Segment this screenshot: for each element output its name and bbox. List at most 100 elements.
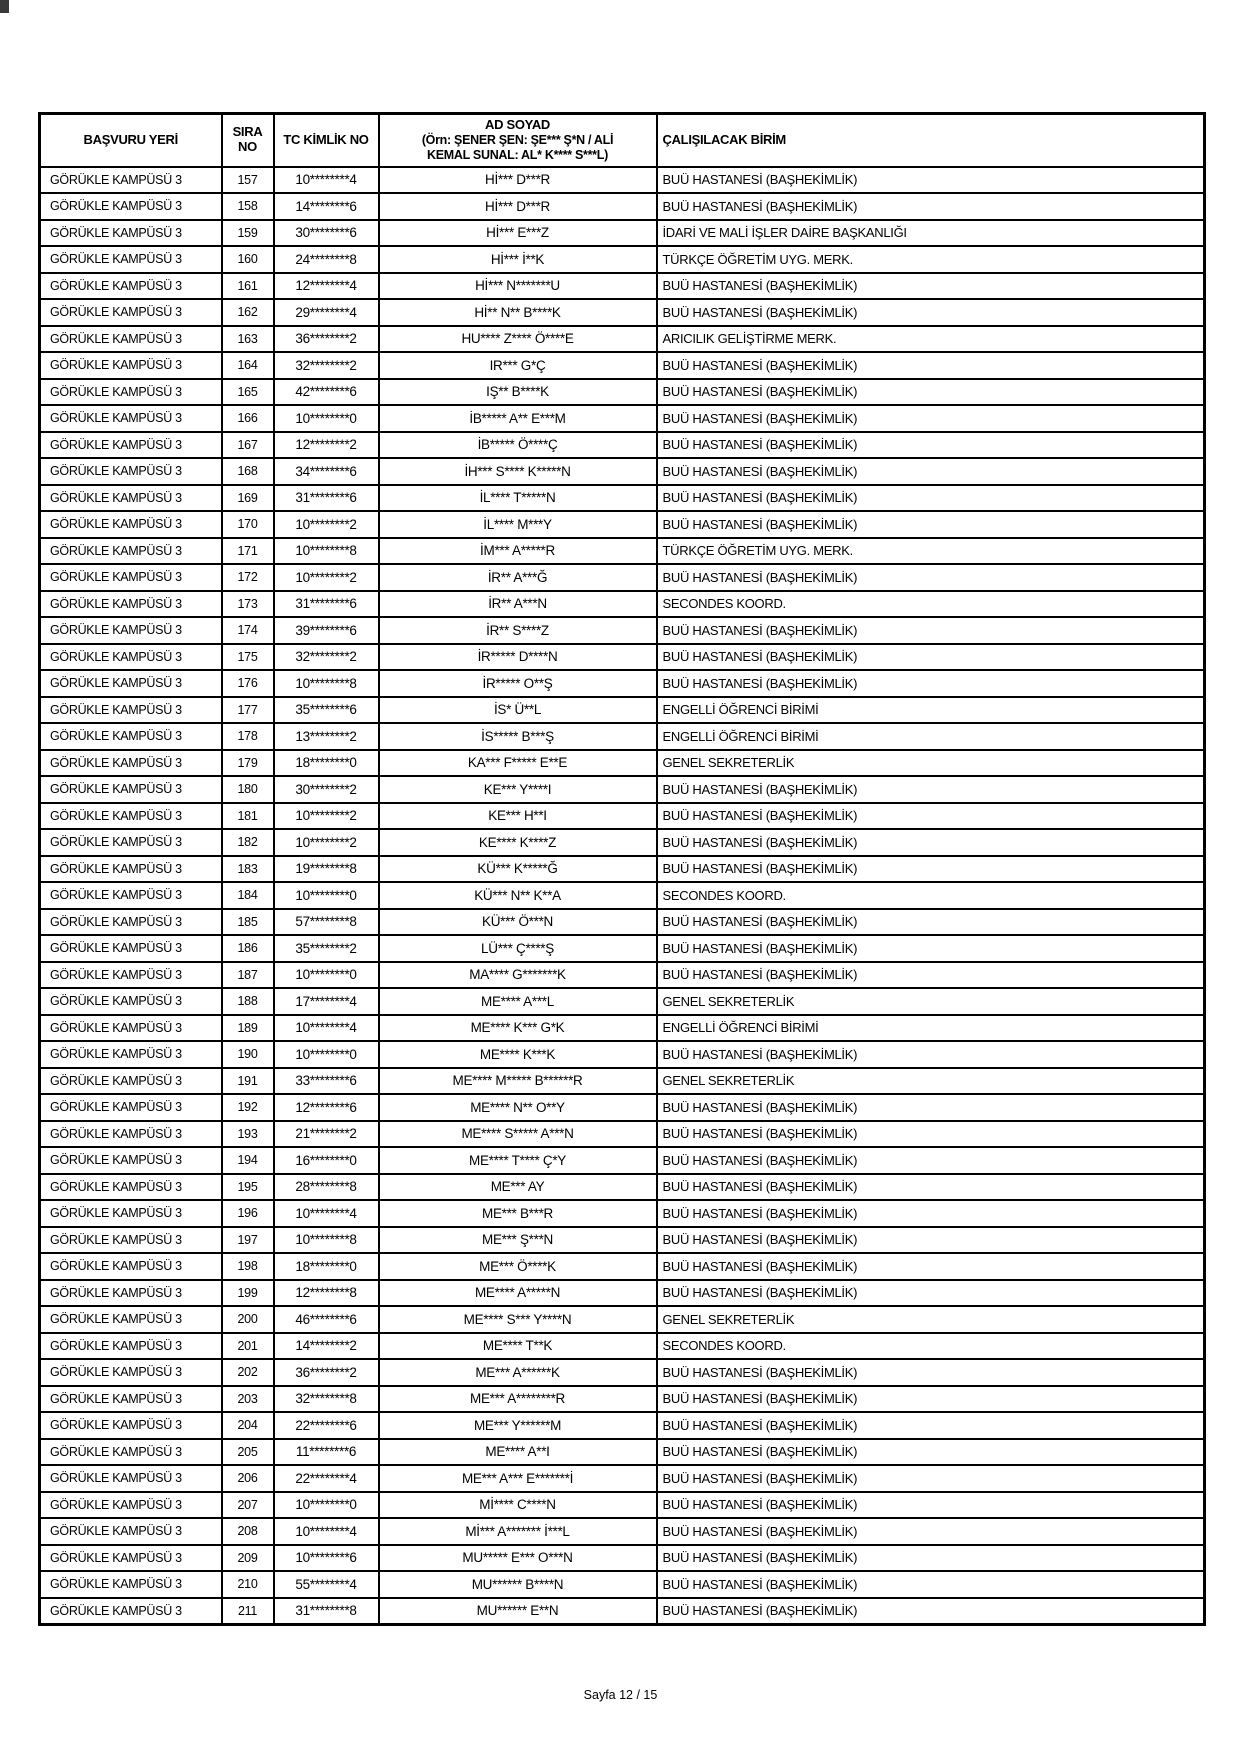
cell-tc-kimlik-no: 42********6 (272, 377, 380, 406)
cell-calisilacak-birim: BUÜ HASTANESİ (BAŞHEKİMLİK) (655, 669, 1206, 698)
cell-sira-no: 175 (220, 642, 275, 671)
cell-tc-kimlik-no: 12********6 (272, 1093, 380, 1122)
cell-basvuru-yeri: GÖRÜKLE KAMPÜSÜ 3 (38, 907, 223, 936)
cell-ad-soyad: HU**** Z**** Ö****E (377, 324, 658, 353)
cell-ad-soyad: ME**** S***** A***N (377, 1119, 658, 1148)
table-row: GÖRÜKLE KAMPÜSÜ 3 187 10********0 MA**** G*… (38, 960, 1206, 989)
cell-basvuru-yeri: GÖRÜKLE KAMPÜSÜ 3 (38, 430, 223, 459)
cell-sira-no: 173 (220, 589, 275, 618)
cell-basvuru-yeri: GÖRÜKLE KAMPÜSÜ 3 (38, 801, 223, 830)
cell-tc-kimlik-no: 31********6 (272, 589, 380, 618)
cell-sira-no: 195 (220, 1172, 275, 1201)
cell-tc-kimlik-no: 32********8 (272, 1384, 380, 1413)
cell-tc-kimlik-no: 32********2 (272, 642, 380, 671)
cell-tc-kimlik-no: 10********8 (272, 669, 380, 698)
cell-ad-soyad: İR***** O**Ş (377, 669, 658, 698)
cell-basvuru-yeri: GÖRÜKLE KAMPÜSÜ 3 (38, 351, 223, 380)
cell-calisilacak-birim: BUÜ HASTANESİ (BAŞHEKİMLİK) (655, 775, 1206, 804)
cell-ad-soyad: ME*** B***R (377, 1199, 658, 1228)
cell-sira-no: 184 (220, 881, 275, 910)
cell-sira-no: 171 (220, 536, 275, 565)
cell-sira-no: 185 (220, 907, 275, 936)
cell-tc-kimlik-no: 10********0 (272, 1490, 380, 1519)
cell-calisilacak-birim: BUÜ HASTANESİ (BAŞHEKİMLİK) (655, 1596, 1206, 1625)
cell-tc-kimlik-no: 10********4 (272, 1517, 380, 1546)
table-row: GÖRÜKLE KAMPÜSÜ 3 160 24********8 Hİ*** İ**… (38, 245, 1206, 274)
cell-sira-no: 211 (220, 1596, 275, 1625)
cell-calisilacak-birim: ENGELLİ ÖĞRENCİ BİRİMİ (655, 722, 1206, 751)
cell-ad-soyad: Hİ*** E***Z (377, 218, 658, 247)
cell-ad-soyad: MU****** B****N (377, 1570, 658, 1599)
cell-sira-no: 182 (220, 828, 275, 857)
cell-tc-kimlik-no: 31********8 (272, 1596, 380, 1625)
cell-ad-soyad: KE*** H**I (377, 801, 658, 830)
cell-calisilacak-birim: ARICILIK GELİŞTİRME MERK. (655, 324, 1206, 353)
cell-ad-soyad: ME**** N** O**Y (377, 1093, 658, 1122)
cell-calisilacak-birim: BUÜ HASTANESİ (BAŞHEKİMLİK) (655, 1225, 1206, 1254)
cell-ad-soyad: İL**** T*****N (377, 483, 658, 512)
cell-calisilacak-birim: TÜRKÇE ÖĞRETİM UYG. MERK. (655, 536, 1206, 565)
cell-ad-soyad: ME**** T**K (377, 1331, 658, 1360)
table-row: GÖRÜKLE KAMPÜSÜ 3 169 31********6 İL**** T*… (38, 483, 1206, 512)
cell-tc-kimlik-no: 10********2 (272, 563, 380, 592)
cell-calisilacak-birim: BUÜ HASTANESİ (BAŞHEKİMLİK) (655, 510, 1206, 539)
cell-calisilacak-birim: BUÜ HASTANESİ (BAŞHEKİMLİK) (655, 1199, 1206, 1228)
table-row: GÖRÜKLE KAMPÜSÜ 3 203 32********8 ME*** A**… (38, 1384, 1206, 1413)
cell-tc-kimlik-no: 21********2 (272, 1119, 380, 1148)
cell-basvuru-yeri: GÖRÜKLE KAMPÜSÜ 3 (38, 218, 223, 247)
table-row: GÖRÜKLE KAMPÜSÜ 3 179 18********0 KA*** F**… (38, 748, 1206, 777)
table-row: GÖRÜKLE KAMPÜSÜ 3 180 30********2 KE*** Y**… (38, 775, 1206, 804)
cell-sira-no: 181 (220, 801, 275, 830)
cell-basvuru-yeri: GÖRÜKLE KAMPÜSÜ 3 (38, 1331, 223, 1360)
cell-basvuru-yeri: GÖRÜKLE KAMPÜSÜ 3 (38, 1411, 223, 1440)
cell-basvuru-yeri: GÖRÜKLE KAMPÜSÜ 3 (38, 589, 223, 618)
cell-sira-no: 206 (220, 1464, 275, 1493)
cell-tc-kimlik-no: 55********4 (272, 1570, 380, 1599)
cell-basvuru-yeri: GÖRÜKLE KAMPÜSÜ 3 (38, 1596, 223, 1625)
cell-ad-soyad: Hİ** N** B****K (377, 298, 658, 327)
cell-sira-no: 179 (220, 748, 275, 777)
table-row: GÖRÜKLE KAMPÜSÜ 3 177 35********6 İS* Ü**L E… (38, 695, 1206, 724)
cell-ad-soyad: ME**** A**I (377, 1437, 658, 1466)
cell-basvuru-yeri: GÖRÜKLE KAMPÜSÜ 3 (38, 1305, 223, 1334)
cell-calisilacak-birim: BUÜ HASTANESİ (BAŞHEKİMLİK) (655, 1119, 1206, 1148)
cell-ad-soyad: MU***** E*** O***N (377, 1543, 658, 1572)
cell-ad-soyad: İM*** A*****R (377, 536, 658, 565)
table-row: GÖRÜKLE KAMPÜSÜ 3 164 32********2 IR*** G*Ç… (38, 351, 1206, 380)
cell-basvuru-yeri: GÖRÜKLE KAMPÜSÜ 3 (38, 669, 223, 698)
cell-calisilacak-birim: ENGELLİ ÖĞRENCİ BİRİMİ (655, 1013, 1206, 1042)
cell-tc-kimlik-no: 10********8 (272, 1225, 380, 1254)
cell-tc-kimlik-no: 10********8 (272, 536, 380, 565)
cell-tc-kimlik-no: 10********4 (272, 1199, 380, 1228)
cell-tc-kimlik-no: 28********8 (272, 1172, 380, 1201)
cell-ad-soyad: ME**** A***L (377, 987, 658, 1016)
table-row: GÖRÜKLE KAMPÜSÜ 3 205 11********6 ME**** A*… (38, 1437, 1206, 1466)
cell-sira-no: 183 (220, 854, 275, 883)
cell-tc-kimlik-no: 35********2 (272, 934, 380, 963)
cell-ad-soyad: ME*** A******K (377, 1358, 658, 1387)
table-row: GÖRÜKLE KAMPÜSÜ 3 191 33********6 ME**** M*… (38, 1066, 1206, 1095)
cell-tc-kimlik-no: 22********6 (272, 1411, 380, 1440)
table-row: GÖRÜKLE KAMPÜSÜ 3 192 12********6 ME**** N*… (38, 1093, 1206, 1122)
cell-calisilacak-birim: BUÜ HASTANESİ (BAŞHEKİMLİK) (655, 483, 1206, 512)
cell-tc-kimlik-no: 10********2 (272, 510, 380, 539)
cell-calisilacak-birim: GENEL SEKRETERLİK (655, 1066, 1206, 1095)
cell-calisilacak-birim: BUÜ HASTANESİ (BAŞHEKİMLİK) (655, 801, 1206, 830)
cell-ad-soyad: ME**** K***K (377, 1040, 658, 1069)
cell-tc-kimlik-no: 10********4 (272, 1013, 380, 1042)
cell-sira-no: 198 (220, 1252, 275, 1281)
cell-basvuru-yeri: GÖRÜKLE KAMPÜSÜ 3 (38, 271, 223, 300)
cell-sira-no: 193 (220, 1119, 275, 1148)
cell-sira-no: 176 (220, 669, 275, 698)
cell-sira-no: 177 (220, 695, 275, 724)
cell-tc-kimlik-no: 17********4 (272, 987, 380, 1016)
cell-tc-kimlik-no: 10********4 (272, 165, 380, 194)
table-row: GÖRÜKLE KAMPÜSÜ 3 202 36********2 ME*** A**… (38, 1358, 1206, 1387)
cell-tc-kimlik-no: 30********2 (272, 775, 380, 804)
cell-calisilacak-birim: BUÜ HASTANESİ (BAŞHEKİMLİK) (655, 1490, 1206, 1519)
cell-calisilacak-birim: BUÜ HASTANESİ (BAŞHEKİMLİK) (655, 1384, 1206, 1413)
cell-calisilacak-birim: BUÜ HASTANESİ (BAŞHEKİMLİK) (655, 377, 1206, 406)
cell-calisilacak-birim: BUÜ HASTANESİ (BAŞHEKİMLİK) (655, 563, 1206, 592)
cell-sira-no: 174 (220, 616, 275, 645)
